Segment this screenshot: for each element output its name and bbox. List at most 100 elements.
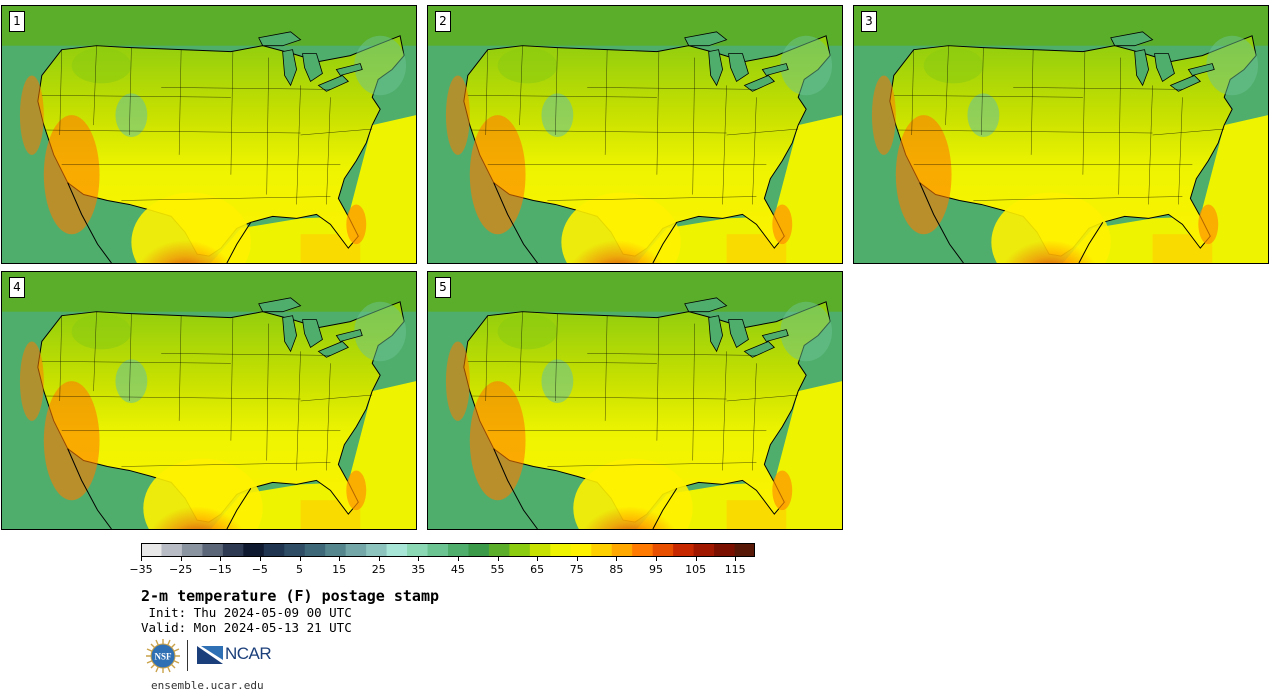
colorbar-swatch — [304, 543, 326, 557]
colorbar-border — [141, 543, 755, 557]
canada-area — [2, 6, 416, 46]
colorbar-tick — [576, 557, 578, 561]
colorbar-swatch — [673, 543, 694, 557]
state-boundary — [945, 45, 949, 126]
state-boundary — [93, 45, 97, 126]
colorbar-tick-label: −5 — [251, 563, 268, 576]
state-boundary — [1118, 57, 1121, 195]
colorbar-tick-label: 25 — [371, 563, 386, 576]
colorbar-swatch — [550, 543, 572, 557]
state-boundary — [722, 85, 727, 205]
state-boundary — [587, 87, 757, 90]
mexico-gulf-coastline — [652, 222, 678, 263]
valid-time: Valid: Mon 2024-05-13 21 UTC — [141, 620, 352, 635]
colorbar-swatches — [141, 543, 755, 557]
state-boundary — [45, 395, 301, 400]
mexico-coastline — [919, 182, 964, 263]
colorbar-swatch — [407, 543, 428, 557]
ncar-logo: NCAR — [197, 643, 272, 665]
canada-area — [2, 272, 416, 312]
colorbar-tick-label: 55 — [490, 563, 505, 576]
north-cool-zone — [923, 47, 984, 84]
state-boundary — [266, 323, 269, 461]
colorbar-tick-label: 65 — [530, 563, 545, 576]
state-boundary — [485, 315, 488, 402]
great-lake — [684, 297, 728, 313]
state-boundary — [45, 129, 301, 134]
colorbar-tick — [537, 557, 539, 561]
state-boundary — [692, 57, 695, 195]
colorbar — [141, 543, 755, 557]
state-boundary — [230, 51, 234, 175]
colorbar-tick-label: 45 — [450, 563, 465, 576]
state-boundary — [93, 311, 97, 392]
colorbar-tick-label: 5 — [296, 563, 303, 576]
panel-number: 4 — [9, 277, 25, 298]
state-boundary — [471, 129, 727, 134]
colorbar-tick — [735, 557, 737, 561]
north-cool-zone — [71, 313, 132, 350]
mexico-gulf-coastline — [1078, 222, 1104, 263]
state-boundary — [467, 361, 657, 364]
state-boundary — [1152, 128, 1225, 136]
state-boundary — [178, 49, 182, 155]
temperature-map — [2, 272, 416, 529]
state-boundary — [519, 311, 523, 392]
logo-divider — [187, 640, 188, 671]
colorbar-swatch — [468, 543, 490, 557]
colorbar-tick-label: −35 — [129, 563, 153, 576]
texas-heat-zone — [991, 192, 1111, 263]
ncar-wordmark: NCAR — [225, 644, 272, 663]
california-heat-zone — [871, 75, 896, 155]
state-boundary — [555, 47, 558, 136]
colorbar-swatch — [141, 543, 162, 557]
mexico-coastline — [493, 182, 538, 263]
state-boundary — [59, 315, 62, 402]
colorbar-swatch — [263, 543, 285, 557]
state-boundary — [656, 317, 660, 441]
colorbar-swatch — [488, 543, 510, 557]
colorbar-tick — [695, 557, 697, 561]
rockies-cool-zone — [115, 93, 148, 137]
colorbar-swatch — [652, 543, 674, 557]
state-boundary — [59, 49, 62, 136]
northeast-cool-zone — [780, 301, 833, 362]
colorbar-swatch — [448, 543, 469, 557]
colorbar-tick — [418, 557, 420, 561]
colorbar-swatch — [714, 543, 735, 557]
state-boundary — [230, 317, 234, 441]
colorbar-tick — [259, 557, 261, 561]
great-lake — [335, 329, 363, 342]
great-lake — [1187, 63, 1215, 76]
north-cool-zone — [497, 313, 558, 350]
great-lake — [282, 315, 297, 353]
colorbar-swatch — [570, 543, 592, 557]
colorbar-tick-label: 95 — [649, 563, 663, 576]
temperature-map — [428, 272, 842, 529]
mexico-gulf-coastline — [652, 488, 678, 529]
southwest-heat-zone — [469, 381, 526, 501]
north-cool-zone — [71, 47, 132, 84]
panel-number: 3 — [861, 11, 877, 32]
state-boundary — [121, 462, 331, 467]
rockies-cool-zone — [967, 93, 1000, 137]
state-boundary — [1178, 97, 1183, 205]
great-lake — [728, 319, 749, 349]
colorbar-tick — [220, 557, 222, 561]
colorbar-swatch — [386, 543, 408, 557]
colorbar-swatch — [632, 543, 654, 557]
colorbar-tick-label: 15 — [332, 563, 347, 576]
great-lake — [708, 49, 723, 87]
colorbar-tick — [378, 557, 380, 561]
init-time: Init: Thu 2024-05-09 00 UTC — [141, 605, 352, 620]
texas-heat-zone — [143, 458, 263, 529]
temperature-map — [854, 6, 1268, 263]
florida-warm-zone — [346, 204, 367, 245]
temperature-map — [428, 6, 842, 263]
map-panel-3: 3 — [853, 5, 1269, 264]
panel-number: 1 — [9, 11, 25, 32]
colorbar-swatch — [345, 543, 367, 557]
map-panel-4: 4 — [1, 271, 417, 530]
great-lake — [1134, 49, 1149, 87]
great-lake — [1110, 31, 1154, 47]
